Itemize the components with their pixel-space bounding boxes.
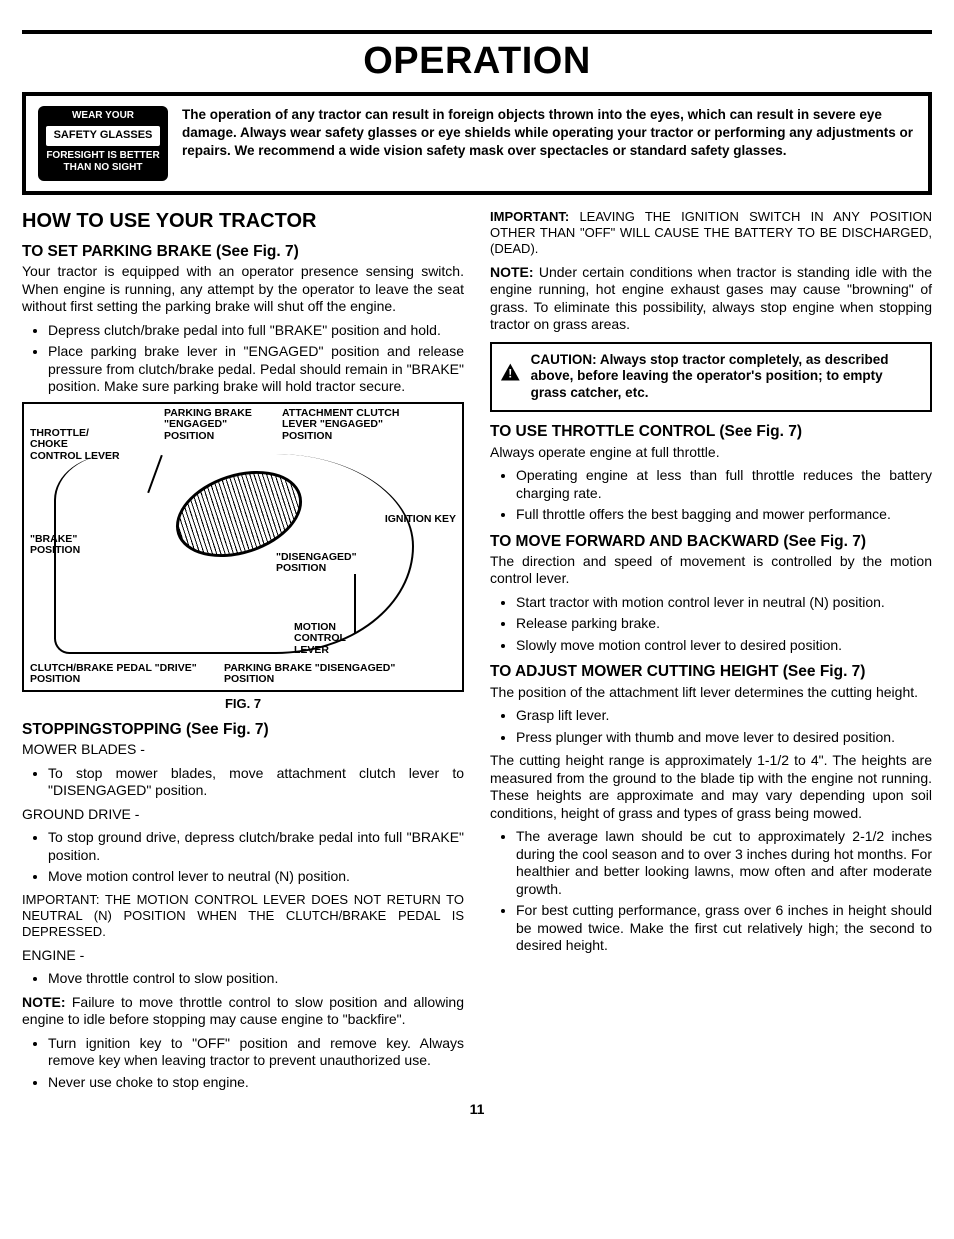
fig-label: "BRAKE" POSITION	[30, 534, 90, 557]
top-rule	[22, 30, 932, 34]
stopping-heading: STOPPINGSTOPPING (See Fig. 7)	[22, 720, 464, 739]
svg-text:!: !	[508, 366, 512, 380]
safety-warning-box: WEAR YOUR SAFETY GLASSES FORESIGHT IS BE…	[22, 92, 932, 195]
move-heading: TO MOVE FORWARD AND BACKWARD (See Fig. 7…	[490, 532, 932, 551]
page-number: 11	[22, 1101, 932, 1119]
fig-label: ATTACHMENT CLUTCH LEVER "ENGAGED" POSITI…	[282, 408, 432, 443]
warning-text: The operation of any tractor can result …	[182, 106, 916, 161]
throttle-bullet: Operating engine at less than full throt…	[516, 467, 932, 502]
browning-note: NOTE: Under certain conditions when trac…	[490, 264, 932, 334]
height-bullet: For best cutting performance, grass over…	[516, 902, 932, 955]
height-heading: TO ADJUST MOWER CUTTING HEIGHT (See Fig.…	[490, 662, 932, 681]
move-intro: The direction and speed of movement is c…	[490, 553, 932, 588]
right-column: IMPORTANT: LEAVING THE IGNITION SWITCH I…	[490, 209, 932, 1097]
stopping-bullet: To stop mower blades, move attachment cl…	[48, 765, 464, 800]
fig-label: MOTION CONTROL LEVER	[294, 622, 364, 657]
height-bullet: The average lawn should be cut to approx…	[516, 828, 932, 898]
throttle-heading: TO USE THROTTLE CONTROL (See Fig. 7)	[490, 422, 932, 441]
stopping-bullet: Turn ignition key to "OFF" position and …	[48, 1035, 464, 1070]
mower-label: MOWER BLADES -	[22, 741, 464, 759]
safety-badge: WEAR YOUR SAFETY GLASSES FORESIGHT IS BE…	[38, 106, 168, 181]
important-note: IMPORTANT: THE MOTION CONTROL LEVER DOES…	[22, 892, 464, 941]
move-bullet: Slowly move motion control lever to desi…	[516, 637, 932, 655]
fig-label: THROTTLE/ CHOKE CONTROL LEVER	[30, 428, 120, 463]
stopping-bullet: Never use choke to stop engine.	[48, 1074, 464, 1092]
fig-label: PARKING BRAKE "DISENGAGED" POSITION	[224, 663, 414, 686]
caution-box: ! CAUTION: Always stop tractor completel…	[490, 342, 932, 413]
height-intro: The position of the attachment lift leve…	[490, 684, 932, 702]
fig-label: IGNITION KEY	[385, 514, 456, 526]
parking-heading: TO SET PARKING BRAKE (See Fig. 7)	[22, 242, 464, 261]
throttle-intro: Always operate engine at full throttle.	[490, 444, 932, 462]
caution-text: CAUTION: Always stop tractor completely,…	[531, 352, 922, 403]
left-column: HOW TO USE YOUR TRACTOR TO SET PARKING B…	[22, 209, 464, 1097]
parking-intro: Your tractor is equipped with an operato…	[22, 263, 464, 316]
stopping-bullet: Move motion control lever to neutral (N)…	[48, 868, 464, 886]
engine-label: ENGINE -	[22, 947, 464, 965]
badge-line3: FORESIGHT IS BETTER THAN NO SIGHT	[42, 150, 164, 175]
badge-line1: WEAR YOUR	[42, 110, 164, 123]
important-ignition: IMPORTANT: LEAVING THE IGNITION SWITCH I…	[490, 209, 932, 258]
height-bullet: Press plunger with thumb and move lever …	[516, 729, 932, 747]
parking-bullet: Place parking brake lever in "ENGAGED" p…	[48, 343, 464, 396]
how-to-heading: HOW TO USE YOUR TRACTOR	[22, 209, 464, 234]
badge-glasses-label: SAFETY GLASSES	[46, 126, 160, 146]
height-bullet: Grasp lift lever.	[516, 707, 932, 725]
parking-bullet: Depress clutch/brake pedal into full "BR…	[48, 322, 464, 340]
backfire-note: NOTE: NOTE: Failure to move throttle con…	[22, 994, 464, 1029]
warning-triangle-icon: !	[500, 352, 521, 392]
figure-7: PARKING BRAKE "ENGAGED" POSITION ATTACHM…	[22, 402, 464, 692]
move-bullet: Release parking brake.	[516, 615, 932, 633]
fig-label: CLUTCH/BRAKE PEDAL "DRIVE" POSITION	[30, 663, 200, 686]
height-range: The cutting height range is approximatel…	[490, 752, 932, 822]
ground-label: GROUND DRIVE -	[22, 806, 464, 824]
fig-label: "DISENGAGED" POSITION	[276, 552, 376, 575]
move-bullet: Start tractor with motion control lever …	[516, 594, 932, 612]
fig-label: PARKING BRAKE "ENGAGED" POSITION	[164, 408, 274, 443]
stopping-bullet: Move throttle control to slow position.	[48, 970, 464, 988]
stopping-bullet: To stop ground drive, depress clutch/bra…	[48, 829, 464, 864]
throttle-bullet: Full throttle offers the best bagging an…	[516, 506, 932, 524]
page-title: OPERATION	[22, 38, 932, 86]
figure-caption: FIG. 7	[22, 696, 464, 712]
